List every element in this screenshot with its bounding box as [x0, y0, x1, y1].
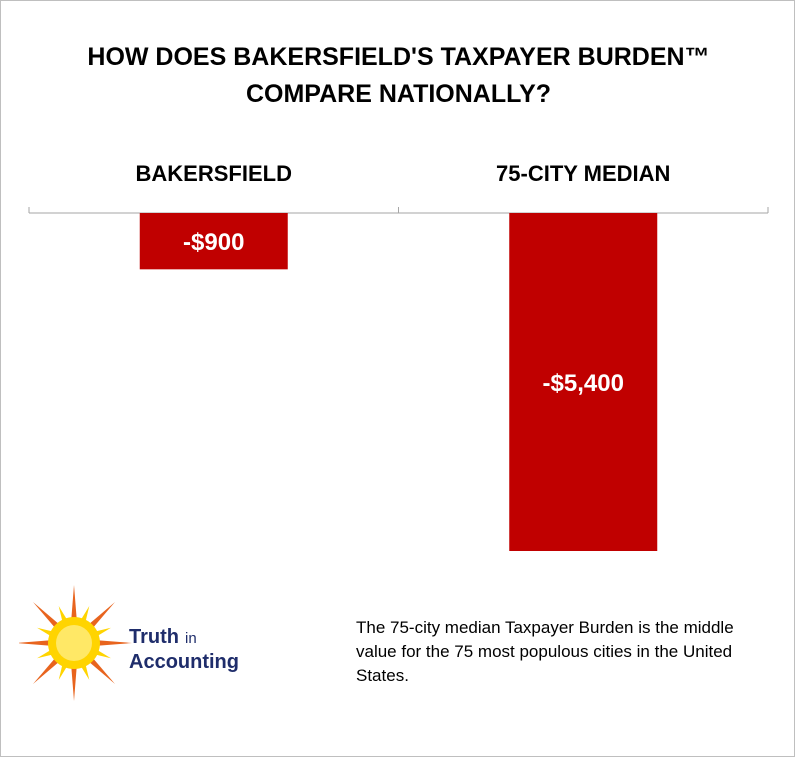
bar-75-city-median — [509, 213, 658, 551]
chart-title: HOW DOES BAKERSFIELD'S TAXPAYER BURDEN™ … — [1, 39, 795, 113]
chart-title-line-2: COMPARE NATIONALLY? — [245, 80, 552, 108]
category-label: 75-CITY MEDIAN — [496, 161, 670, 186]
sun-ray — [32, 656, 61, 685]
sun-ray — [32, 601, 61, 630]
data-label: -$5,400 — [543, 370, 624, 397]
sun-ray — [87, 601, 116, 630]
logo-word-truth: Truth — [129, 626, 179, 648]
data-label: -$900 — [183, 229, 244, 256]
logo-word-in: in — [185, 630, 197, 647]
sun-ray — [71, 585, 77, 622]
logo-word-accounting: Accounting — [129, 651, 239, 673]
sun-ray — [95, 640, 132, 646]
sun-rays — [19, 585, 132, 701]
sun-ray — [71, 664, 77, 701]
chart-title-line-1: HOW DOES BAKERSFIELD'S TAXPAYER BURDEN™ — [87, 43, 710, 71]
sun-ray — [87, 656, 116, 685]
bar-bakersfield — [139, 213, 288, 270]
sun-core — [56, 625, 92, 661]
category-label: BAKERSFIELD — [136, 161, 292, 186]
footnote: The 75-city median Taxpayer Burden is th… — [356, 618, 734, 685]
sun-ray — [19, 640, 53, 646]
truth-in-accounting-logo: Truth in Accounting — [19, 585, 239, 701]
bar-chart: BAKERSFIELD -$900 75-CITY MEDIAN -$5,400 — [28, 161, 769, 551]
